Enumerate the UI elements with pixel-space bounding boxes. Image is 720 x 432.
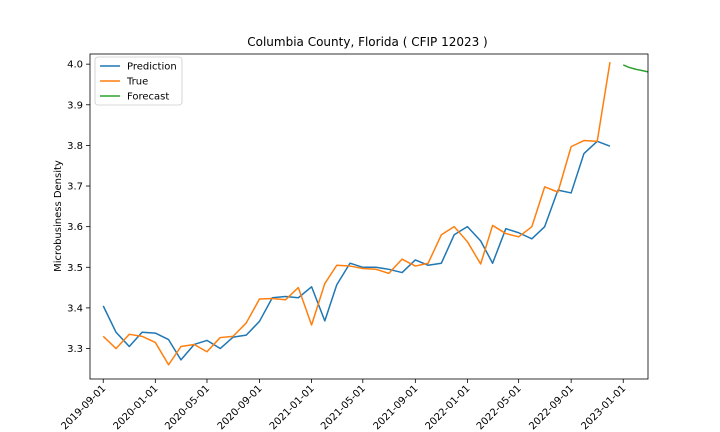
chart-title: Columbia County, Florida ( CFIP 12023 ) (247, 35, 488, 49)
legend-label-true: True (126, 77, 148, 88)
y-tick-label: 4.0 (67, 60, 83, 71)
y-axis-label: Microbusiness Density (53, 160, 64, 272)
series-line-forecast (622, 64, 649, 73)
legend-label-forecast: Forecast (127, 92, 169, 103)
legend: Prediction True Forecast (94, 56, 183, 106)
series-line-true (102, 62, 611, 366)
y-tick-label: 3.9 (67, 100, 83, 111)
y-tick-label: 3.7 (67, 182, 83, 193)
y-tick-label: 3.8 (67, 141, 83, 152)
legend-label-prediction: Prediction (127, 62, 177, 73)
y-tick-label: 3.6 (67, 222, 83, 233)
y-tick-label: 3.5 (67, 263, 83, 274)
series-layer (102, 62, 649, 366)
y-axis: 3.3 3.4 3.5 3.6 3.7 3.8 3.9 4.0 (67, 60, 90, 355)
y-tick-label: 3.4 (67, 303, 83, 314)
legend-box (94, 56, 183, 106)
y-tick-label: 3.3 (67, 344, 83, 355)
plot-area-frame (89, 53, 649, 380)
series-line-prediction (102, 140, 611, 361)
